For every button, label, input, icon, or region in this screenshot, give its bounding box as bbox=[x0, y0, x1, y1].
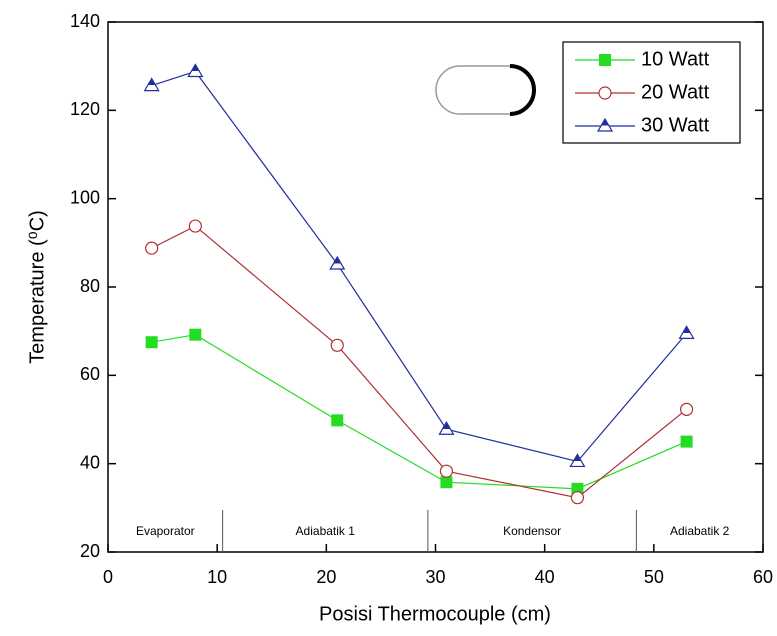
point bbox=[331, 414, 344, 427]
region-label: Evaporator bbox=[136, 524, 195, 538]
legend-label: 20 Watt bbox=[641, 81, 710, 103]
x-tick-label: 0 bbox=[103, 567, 113, 587]
x-tick-label: 50 bbox=[644, 567, 664, 587]
y-tick-label: 40 bbox=[80, 452, 100, 472]
point bbox=[569, 453, 586, 468]
region-label: Kondensor bbox=[503, 524, 561, 538]
x-tick-label: 60 bbox=[753, 567, 773, 587]
point bbox=[680, 435, 693, 448]
y-axis-label: Temperature (⁰C) bbox=[26, 210, 48, 364]
y-tick-label: 120 bbox=[70, 99, 100, 119]
legend-icon bbox=[435, 64, 536, 116]
x-tick-label: 30 bbox=[425, 567, 445, 587]
series-line bbox=[151, 70, 688, 463]
x-axis-label: Posisi Thermocouple (cm) bbox=[319, 603, 551, 625]
point bbox=[678, 325, 695, 339]
point bbox=[439, 464, 454, 478]
legend: 10 Watt 20 Watt 30 Watt bbox=[562, 41, 741, 144]
y-tick-label: 80 bbox=[80, 276, 100, 296]
point bbox=[188, 219, 202, 233]
point bbox=[679, 402, 694, 416]
point bbox=[599, 54, 611, 66]
series-line bbox=[151, 225, 687, 499]
point bbox=[329, 255, 346, 270]
y-tick-label: 100 bbox=[70, 187, 100, 207]
legend-label: 10 Watt bbox=[641, 48, 710, 70]
point bbox=[143, 77, 160, 92]
x-tick-label: 40 bbox=[535, 567, 555, 587]
x-tick-label: 20 bbox=[316, 567, 336, 587]
y-tick-label: 140 bbox=[70, 11, 100, 31]
point bbox=[598, 86, 612, 100]
series-line bbox=[151, 334, 687, 490]
region-label: Adiabatik 2 bbox=[670, 524, 730, 538]
y-tick-label: 60 bbox=[80, 364, 100, 384]
point bbox=[440, 476, 453, 489]
point bbox=[330, 338, 344, 352]
x-tick-label: 10 bbox=[207, 567, 227, 587]
point bbox=[145, 241, 159, 255]
point bbox=[570, 491, 585, 505]
y-tick-label: 20 bbox=[80, 541, 100, 561]
point bbox=[438, 421, 455, 435]
point bbox=[187, 63, 204, 78]
point bbox=[596, 117, 614, 132]
legend-label: 30 Watt bbox=[641, 114, 710, 136]
point bbox=[145, 336, 158, 349]
region-label: Adiabatik 1 bbox=[296, 524, 356, 538]
point bbox=[189, 328, 202, 341]
legend-box bbox=[562, 41, 741, 144]
